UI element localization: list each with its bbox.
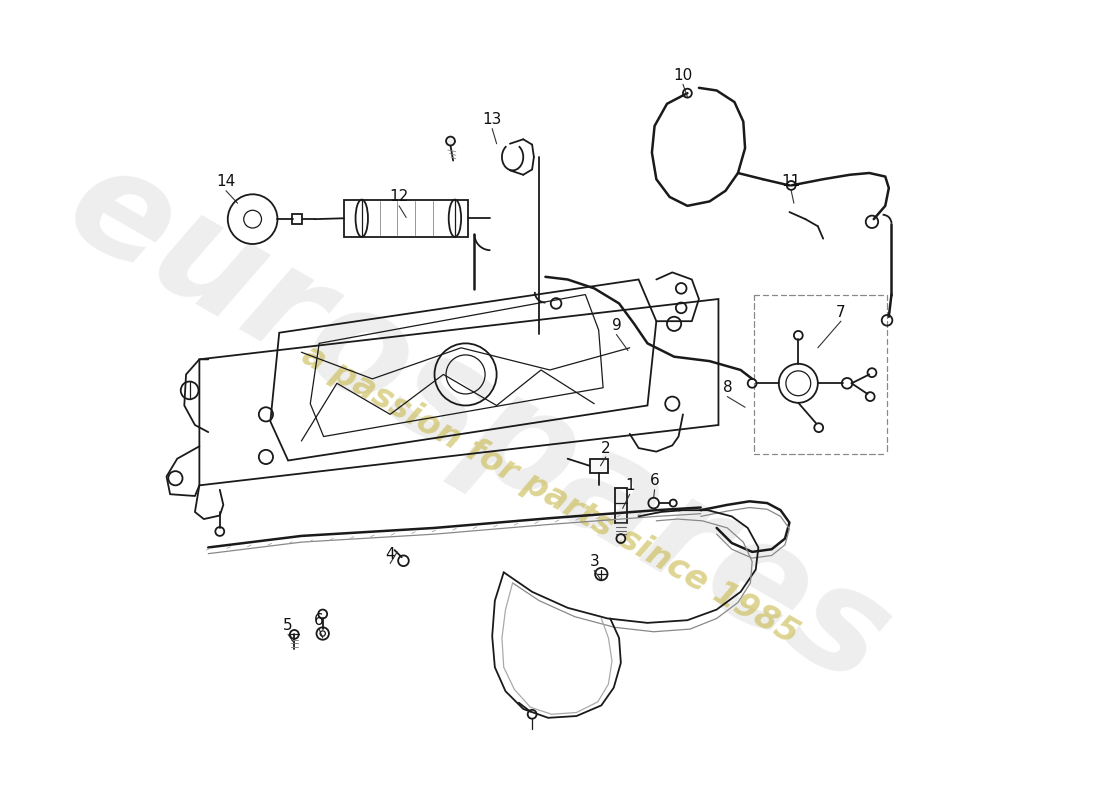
Text: 13: 13 bbox=[483, 112, 502, 127]
Text: eurospares: eurospares bbox=[44, 131, 914, 715]
Text: 12: 12 bbox=[389, 190, 408, 205]
Circle shape bbox=[446, 137, 455, 146]
Text: 6: 6 bbox=[315, 613, 324, 628]
Bar bbox=[615, 488, 627, 523]
Bar bbox=[292, 214, 302, 225]
Text: 3: 3 bbox=[590, 554, 600, 569]
Text: 7: 7 bbox=[836, 305, 846, 320]
Text: 9: 9 bbox=[612, 318, 621, 333]
Text: 8: 8 bbox=[723, 380, 733, 395]
Text: a passion for parts since 1985: a passion for parts since 1985 bbox=[296, 338, 804, 650]
Text: 1: 1 bbox=[625, 478, 635, 493]
Text: 10: 10 bbox=[673, 68, 693, 83]
Text: 11: 11 bbox=[782, 174, 801, 190]
Text: 2: 2 bbox=[601, 441, 610, 455]
Text: 14: 14 bbox=[217, 174, 235, 190]
Text: 6: 6 bbox=[650, 474, 659, 489]
Bar bbox=[590, 458, 607, 473]
Text: 5: 5 bbox=[284, 618, 293, 633]
Text: 4: 4 bbox=[385, 547, 395, 562]
Bar bbox=[344, 200, 469, 237]
